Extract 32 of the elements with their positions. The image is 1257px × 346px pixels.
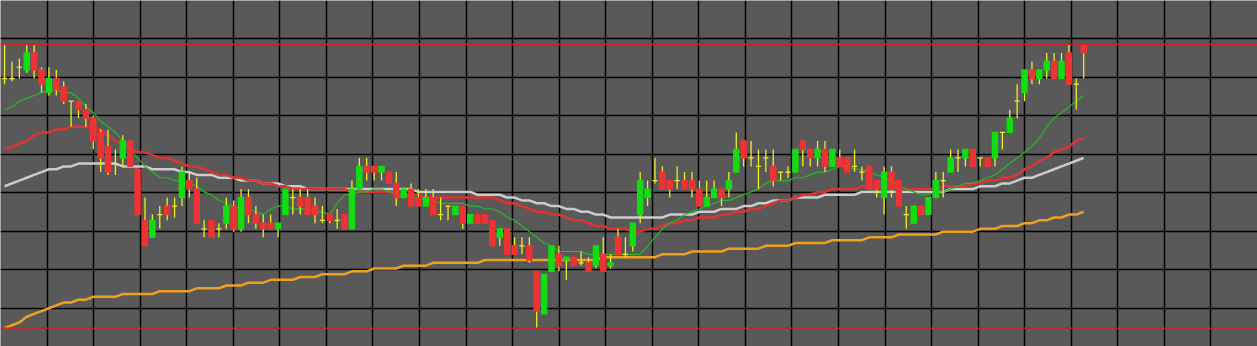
candlestick [163, 196, 171, 221]
candlestick [733, 131, 740, 173]
candlestick [858, 165, 866, 182]
candlestick [747, 140, 755, 168]
candlestick [1080, 43, 1087, 80]
candlestick [1006, 109, 1013, 134]
candlestick [600, 236, 607, 272]
candlestick [459, 205, 467, 230]
candlestick [1021, 69, 1028, 102]
candlestick [1058, 52, 1065, 80]
candlestick [725, 171, 733, 199]
candlestick [629, 222, 637, 253]
candlestick [784, 165, 792, 179]
candlestick [1028, 60, 1036, 85]
candlestick [149, 213, 156, 238]
candlestick [119, 134, 127, 168]
candlestick [230, 199, 237, 233]
candlestick [430, 188, 437, 216]
candlestick [821, 140, 829, 173]
candlestick [614, 228, 622, 255]
candlestick [1050, 52, 1058, 80]
candlestick [814, 140, 821, 168]
candlestick [592, 245, 600, 270]
candlestick [954, 148, 962, 173]
candlestick [223, 196, 230, 230]
candlestick [45, 66, 53, 97]
candlestick [23, 43, 30, 74]
candlestick [555, 245, 563, 272]
candlestick [444, 205, 452, 221]
candlestick [792, 148, 799, 173]
candlestick [770, 148, 777, 187]
candlestick [563, 256, 570, 281]
